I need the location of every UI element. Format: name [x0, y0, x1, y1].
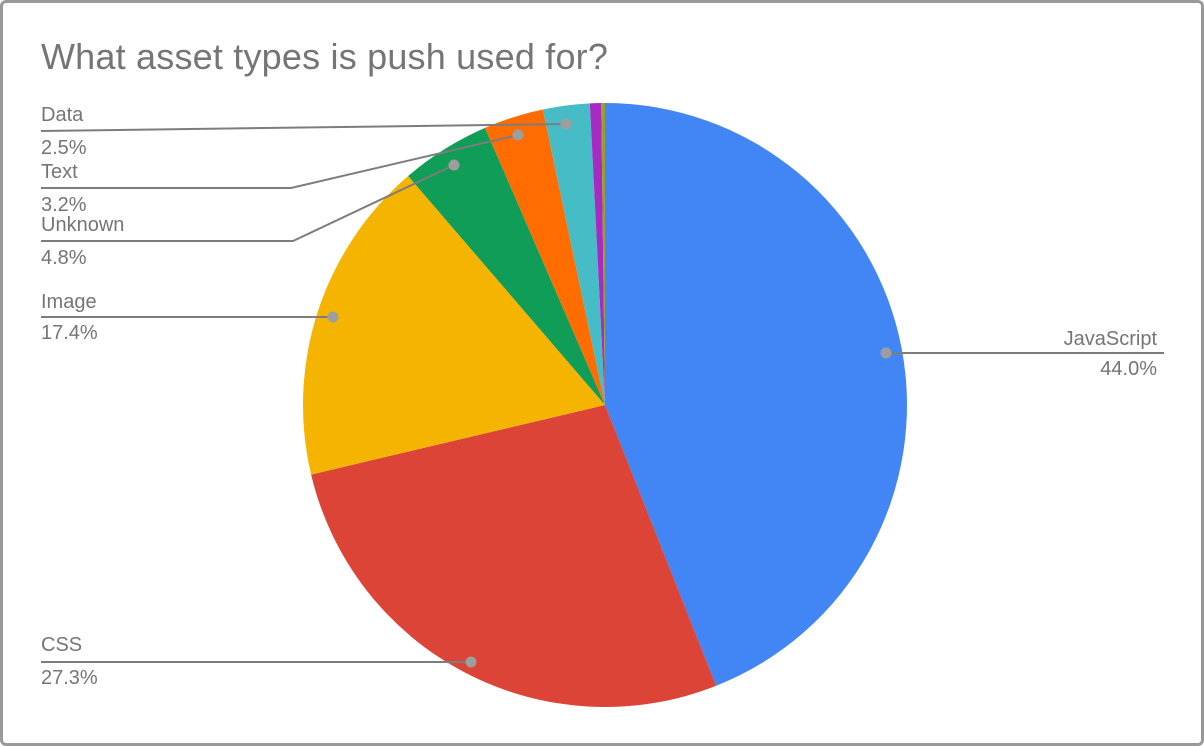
leader-dot-text — [512, 129, 524, 141]
pie-slice-javascript[interactable] — [605, 103, 907, 686]
pie-slice-css[interactable] — [311, 405, 717, 707]
pie-label-unknown: Unknown — [41, 214, 125, 236]
leader-line-unknown — [41, 164, 455, 242]
pie-percent-image: 17.4% — [41, 322, 98, 344]
pie-slice-unknown[interactable] — [408, 127, 605, 405]
leader-dot-css — [465, 656, 477, 668]
pie-chart — [40, 102, 1164, 707]
pie-label-css: CSS — [41, 634, 83, 656]
leader-line-data — [40, 123, 567, 132]
leader-line-text — [41, 134, 519, 189]
pie-label-data: Data — [41, 104, 84, 126]
pie-label-image: Image — [41, 291, 97, 313]
pie-percent-unknown: 4.8% — [41, 247, 87, 269]
pie-label-text: Text — [41, 161, 78, 183]
pie-slice-text[interactable] — [485, 109, 605, 405]
pie-percent-javascript: 44.0% — [1100, 358, 1157, 380]
pie-percent-text: 3.2% — [41, 194, 87, 216]
pie-slice-data[interactable] — [542, 103, 605, 405]
leader-dot-data — [560, 118, 572, 130]
leader-dot-image — [327, 311, 339, 323]
pie-label-javascript: JavaScript — [1063, 328, 1157, 350]
leader-dot-unknown — [448, 159, 460, 171]
pie-slice-image[interactable] — [302, 175, 605, 475]
pie-percent-data: 2.5% — [41, 137, 87, 159]
pie-percent-css: 27.3% — [41, 667, 98, 689]
leader-dot-javascript — [880, 347, 892, 359]
pie-slice-unlabeled-7[interactable] — [601, 102, 605, 405]
pie-slice-unlabeled-6[interactable] — [589, 103, 605, 406]
chart-title: What asset types is push used for? — [41, 36, 609, 77]
